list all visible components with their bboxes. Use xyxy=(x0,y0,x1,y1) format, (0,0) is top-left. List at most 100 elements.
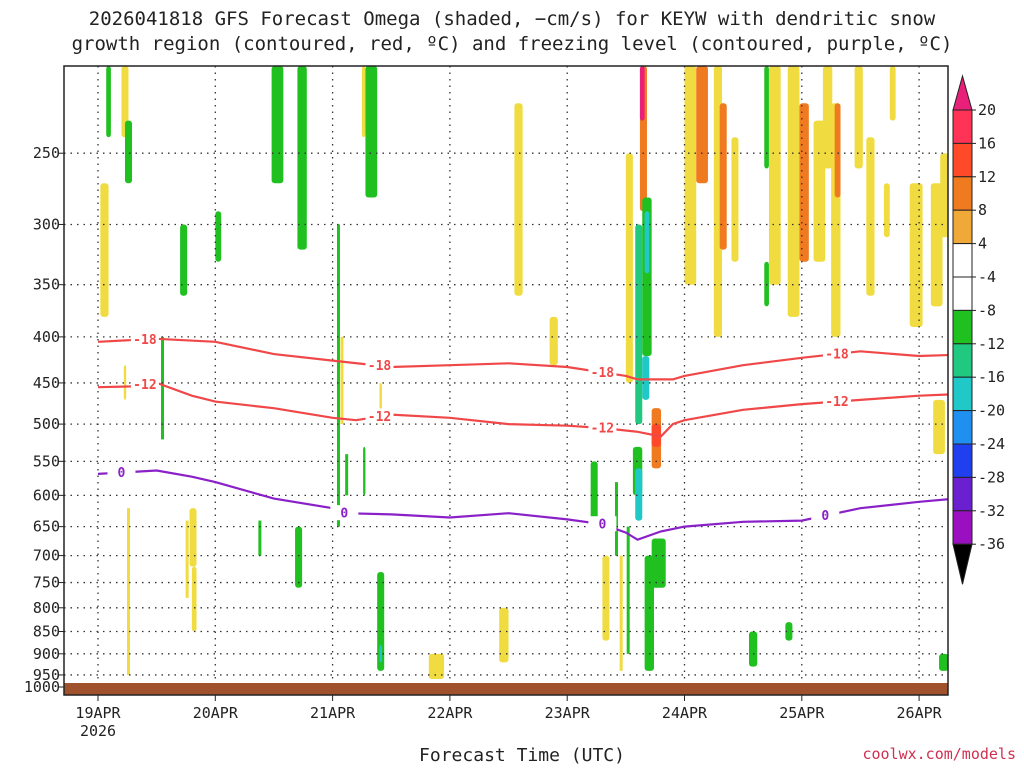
contour-label-bg xyxy=(107,464,136,480)
omega-cell xyxy=(365,66,378,198)
x-tick-label: 19APR xyxy=(75,704,121,722)
contour-lines: -18 -18 -18 -18 -12 -12 -12 -12 0 0 0 0 xyxy=(97,331,948,541)
omega-cell xyxy=(799,103,809,262)
x-axis-ticks: 19APR 20APR 21APR 22APR 23APR 24APR 25APR 26APR… xyxy=(75,695,943,740)
omega-cell xyxy=(764,66,769,169)
omega-cell xyxy=(361,66,366,138)
omega-cell xyxy=(189,508,197,567)
omega-streak xyxy=(126,508,130,675)
contour-line xyxy=(97,469,948,541)
omega-streak xyxy=(626,526,630,654)
colorbar-label: -32 xyxy=(978,502,1005,520)
omega-cell xyxy=(625,153,633,383)
contour-label: -18 xyxy=(133,333,157,348)
omega-cell xyxy=(930,183,943,307)
y-tick-label: 250 xyxy=(33,144,60,162)
contour-label: -18 xyxy=(368,359,392,374)
contour-label-bg xyxy=(365,357,394,373)
omega-cell xyxy=(889,66,896,121)
colorbar-segment xyxy=(952,343,973,378)
colorbar-segment xyxy=(952,443,973,478)
colorbar-label: -12 xyxy=(978,335,1005,353)
x-tick-label: 21APR xyxy=(310,704,356,722)
contour-label-bg xyxy=(822,393,851,409)
omega-streak xyxy=(185,520,189,598)
contour-label: 0 xyxy=(340,507,348,522)
y-axis-ticks: 250 300 350 400 450 500 550 600 650 700 750 800 850 9… xyxy=(24,144,64,696)
omega-cell xyxy=(180,224,188,296)
contour-label: -18 xyxy=(825,347,849,362)
omega-cell xyxy=(933,399,945,455)
omega-cell xyxy=(514,103,523,296)
y-tick-label: 600 xyxy=(33,486,60,504)
omega-cell xyxy=(635,224,643,425)
y-tick-label: 350 xyxy=(33,276,60,294)
omega-cell xyxy=(121,66,129,138)
omega-cell xyxy=(939,653,948,671)
colorbar: 20 16 12 8 4 -4 -8 -12 -16 -20 -24 -28 -32 -36 xyxy=(952,74,1005,585)
omega-cell xyxy=(123,365,127,400)
omega-cell xyxy=(295,526,303,588)
y-tick-label: 500 xyxy=(33,415,60,433)
contour-label: 0 xyxy=(821,509,829,524)
x-tick-label: 24APR xyxy=(662,704,708,722)
grid-lines xyxy=(64,66,948,695)
colorbar-label: 12 xyxy=(978,168,996,186)
contour-label-bg xyxy=(130,331,159,347)
omega-streak xyxy=(345,454,349,496)
colorbar-label: -24 xyxy=(978,435,1005,453)
omega-cell xyxy=(377,572,385,671)
y-tick-label: 450 xyxy=(33,374,60,392)
colorbar-segment xyxy=(952,243,973,278)
omega-cell xyxy=(100,183,109,317)
contour-label: -12 xyxy=(133,378,156,393)
surface-ground xyxy=(64,683,948,695)
omega-cell xyxy=(379,645,382,663)
omega-cell xyxy=(883,183,890,238)
colorbar-segment xyxy=(952,410,973,445)
omega-streak xyxy=(340,336,344,425)
omega-cell xyxy=(124,120,133,184)
plot-frame xyxy=(63,65,949,696)
omega-cell xyxy=(813,120,826,262)
colorbar-label: 20 xyxy=(978,101,996,119)
contour-label: 0 xyxy=(118,466,126,481)
omega-streak xyxy=(336,224,340,527)
omega-cell xyxy=(602,555,610,641)
x-tick-label: 22APR xyxy=(427,704,473,722)
colorbar-segment xyxy=(952,276,973,311)
omega-cell xyxy=(684,66,697,285)
omega-cell xyxy=(787,66,800,317)
omega-cell xyxy=(696,66,708,184)
colorbar-label: 8 xyxy=(978,201,987,219)
y-tick-label: 300 xyxy=(33,215,60,233)
colorbar-label: 16 xyxy=(978,134,996,152)
omega-cell xyxy=(834,103,841,198)
y-tick-label: 1000 xyxy=(24,678,60,696)
contour-label-bg xyxy=(588,419,617,435)
y-tick-label: 900 xyxy=(33,645,60,663)
omega-cell xyxy=(822,66,833,169)
omega-cell xyxy=(106,66,111,138)
contour-label: -12 xyxy=(368,410,391,425)
y-tick-label: 750 xyxy=(33,574,60,592)
colorbar-top-arrow xyxy=(952,74,973,111)
x-year-label: 2026 xyxy=(80,722,116,740)
x-tick-label: 25APR xyxy=(779,704,825,722)
colorbar-label: -36 xyxy=(978,535,1005,553)
colorbar-label: -8 xyxy=(978,301,996,319)
omega-cell xyxy=(590,461,598,521)
colorbar-segment xyxy=(952,109,973,144)
omega-cell xyxy=(635,468,643,521)
contour-label: 0 xyxy=(598,518,606,533)
omega-cell xyxy=(549,316,558,366)
colorbar-segment xyxy=(952,176,973,211)
contour-label: -12 xyxy=(591,421,614,436)
omega-streak xyxy=(161,336,165,440)
contour-label: -18 xyxy=(591,366,615,381)
omega-streak xyxy=(614,482,618,556)
x-tick-label: 26APR xyxy=(897,704,943,722)
y-tick-label: 650 xyxy=(33,518,60,536)
y-tick-label: 550 xyxy=(33,452,60,470)
